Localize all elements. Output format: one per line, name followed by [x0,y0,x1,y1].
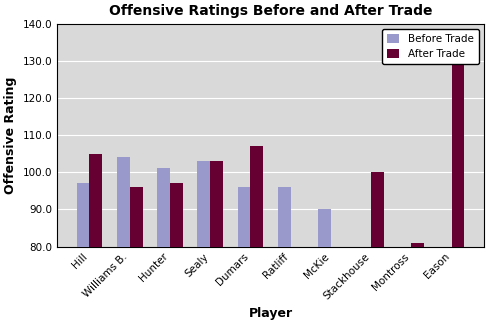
Bar [197,161,210,247]
Bar [238,187,250,247]
Legend: Before Trade, After Trade: Before Trade, After Trade [382,29,479,64]
Bar [157,168,170,247]
Bar [250,146,264,247]
Bar [371,172,384,247]
Bar [77,183,89,247]
Title: Offensive Ratings Before and After Trade: Offensive Ratings Before and After Trade [109,4,432,18]
Bar [117,157,130,247]
Bar [89,154,102,247]
Y-axis label: Offensive Rating: Offensive Rating [4,76,17,194]
Bar [278,187,291,247]
Bar [411,243,424,247]
Bar [318,209,331,247]
Bar [451,42,465,247]
Bar [130,187,142,247]
Bar [210,161,223,247]
Bar [170,183,183,247]
X-axis label: Player: Player [248,307,293,320]
